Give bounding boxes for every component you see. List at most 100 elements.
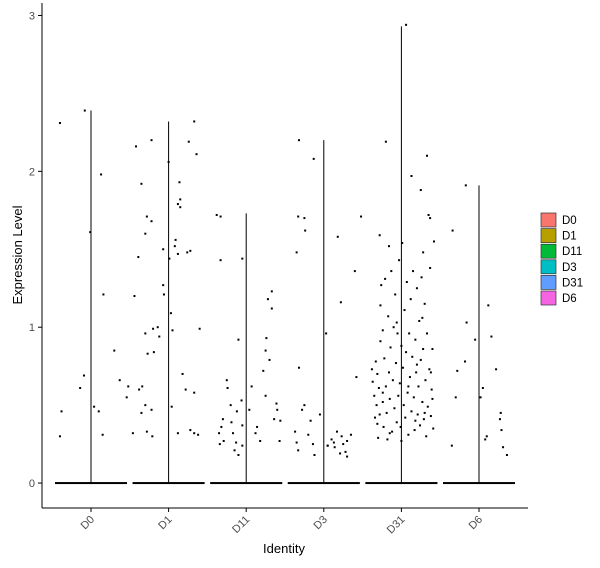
data-point	[312, 157, 315, 160]
data-point	[152, 351, 155, 354]
data-point	[101, 433, 104, 436]
data-point	[408, 332, 411, 335]
data-point	[429, 266, 432, 269]
y-tick-label: 0	[29, 478, 35, 490]
legend-label: D6	[562, 293, 577, 305]
data-point	[89, 231, 92, 234]
data-point	[388, 432, 391, 435]
data-point	[176, 432, 179, 435]
violin-base-D0	[55, 482, 127, 485]
data-point	[400, 439, 403, 442]
data-point	[218, 443, 221, 446]
data-point	[264, 394, 267, 397]
y-axis-title: Expression Level	[10, 205, 25, 304]
data-point	[140, 182, 143, 185]
data-point	[423, 411, 426, 414]
data-point	[326, 444, 329, 447]
data-point	[381, 401, 384, 404]
data-point	[495, 368, 498, 371]
data-point	[241, 444, 244, 447]
data-point	[79, 386, 82, 389]
violin-D11	[210, 213, 283, 484]
data-point	[391, 430, 394, 433]
data-point	[193, 391, 196, 394]
violin-D0	[55, 110, 127, 484]
x-tick-label: D1	[156, 514, 174, 532]
data-point	[423, 302, 426, 305]
x-ticks: D0 D1 D11 D3 D31 D6	[79, 508, 485, 536]
data-point	[150, 408, 153, 411]
data-point	[235, 410, 238, 413]
data-point	[431, 348, 434, 351]
data-point	[377, 386, 380, 389]
data-point	[382, 425, 385, 428]
data-point	[411, 355, 414, 358]
data-point	[377, 436, 380, 439]
data-point	[370, 368, 373, 371]
data-point	[58, 122, 61, 125]
data-point	[379, 304, 382, 307]
x-tick-label: D11	[230, 514, 252, 536]
data-point	[144, 404, 147, 407]
y-tick-label: 3	[29, 10, 35, 22]
data-point	[431, 397, 434, 400]
plot-panel: 0 1 2 3 D0 D1 D11 D3 D31 D6	[29, 3, 528, 536]
data-point	[189, 429, 192, 432]
data-point	[330, 438, 333, 441]
data-point	[415, 371, 418, 374]
data-point	[297, 449, 300, 452]
data-point	[118, 379, 121, 382]
violin-base-D1	[132, 482, 205, 485]
data-point	[237, 338, 240, 341]
data-point	[295, 251, 298, 254]
data-point	[422, 418, 425, 421]
data-point	[333, 446, 336, 449]
x-axis-title: Identity	[263, 541, 305, 556]
data-point	[412, 270, 415, 273]
data-point	[420, 276, 423, 279]
violin-D31	[365, 26, 438, 484]
data-point	[266, 298, 269, 301]
data-point	[414, 338, 417, 341]
data-point	[179, 206, 182, 209]
data-point	[264, 349, 267, 352]
data-point	[418, 319, 421, 322]
data-point	[394, 293, 397, 296]
data-point	[346, 439, 349, 442]
data-point	[376, 372, 379, 375]
data-point	[376, 422, 379, 425]
data-point	[465, 321, 468, 324]
data-point	[484, 438, 487, 441]
data-point	[145, 430, 148, 433]
data-point	[401, 242, 404, 245]
y-tick-label: 2	[29, 166, 35, 178]
data-point	[396, 332, 399, 335]
violin-D1	[132, 121, 205, 484]
data-point	[219, 259, 222, 262]
legend-label: D0	[562, 215, 577, 227]
legend: D0 D1 D11 D3 D31 D6	[540, 212, 583, 306]
data-point	[415, 287, 418, 290]
legend-key-D0	[540, 212, 557, 228]
data-point	[353, 270, 356, 273]
data-point	[429, 415, 432, 418]
data-point	[226, 386, 229, 389]
data-point	[456, 369, 459, 372]
violin-base-D6	[443, 482, 515, 485]
data-point	[237, 454, 240, 457]
data-point	[393, 407, 396, 410]
data-point	[187, 140, 190, 143]
data-point	[413, 429, 416, 432]
data-point	[485, 435, 488, 438]
data-point	[389, 346, 392, 349]
data-point	[262, 369, 265, 372]
legend-label: D31	[562, 277, 583, 289]
data-point	[97, 410, 100, 413]
data-point	[432, 240, 435, 243]
data-point	[405, 23, 408, 26]
data-point	[195, 153, 198, 156]
data-point	[385, 411, 388, 414]
data-point	[232, 432, 235, 435]
data-point	[380, 284, 383, 287]
data-point	[424, 379, 427, 382]
